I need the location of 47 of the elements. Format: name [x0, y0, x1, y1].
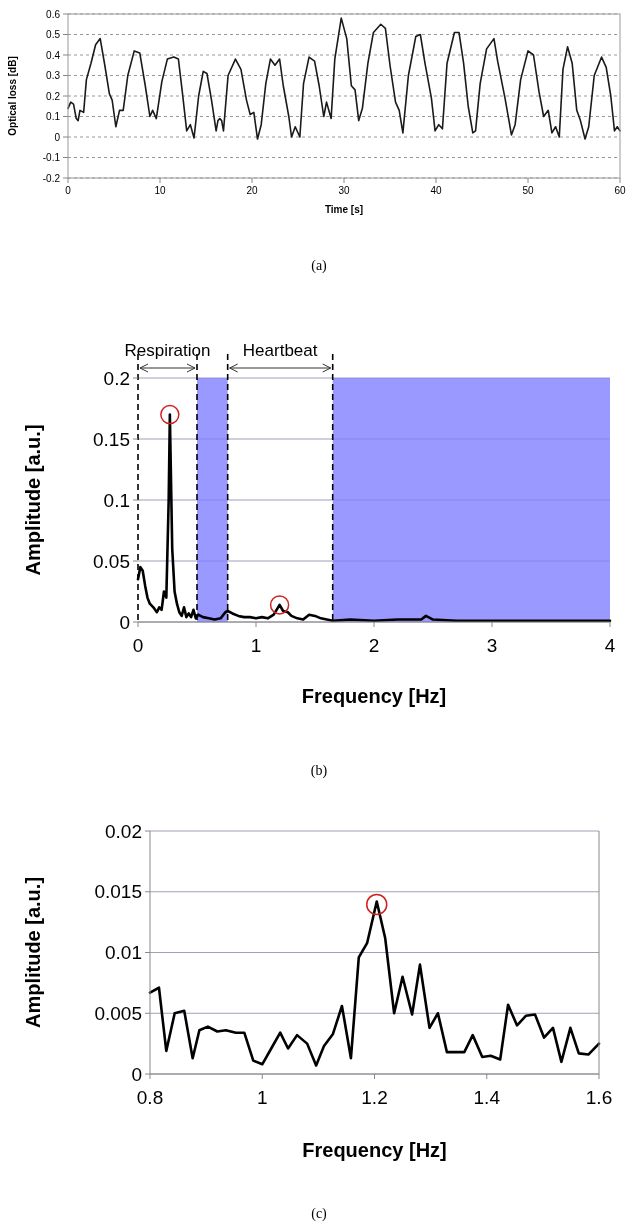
y-tick-label: 0.15 — [93, 428, 130, 450]
x-tick-label: 50 — [522, 185, 534, 196]
x-tick-label: 1.2 — [361, 1087, 388, 1108]
x-tick-label: 10 — [154, 185, 166, 196]
y-tick-label: 0.1 — [46, 111, 61, 122]
y-tick-label: 0 — [131, 1063, 142, 1085]
y-tick-label: 0.4 — [46, 49, 61, 61]
x-tick-label: 3 — [486, 635, 498, 656]
y-tick-label: 0.02 — [105, 820, 142, 842]
y-tick-label: 0.015 — [94, 881, 142, 903]
y-tick-label: 0.2 — [46, 90, 61, 102]
y-tick-label: 0.1 — [103, 489, 130, 511]
x-axis-title: Time [s] — [324, 204, 364, 215]
y-tick-label: -0.1 — [42, 152, 61, 163]
y-tick-label: 0 — [119, 611, 130, 633]
text: Heartbeat — [242, 341, 318, 360]
x-tick-label: 1.4 — [473, 1087, 501, 1108]
y-axis-title: Amplitude [a.u.] — [22, 876, 44, 1029]
x-tick-label: 0.8 — [136, 1087, 164, 1108]
y-tick-label: 0.01 — [105, 942, 142, 964]
y-tick-label: 0.005 — [94, 1002, 142, 1024]
y-tick-label: 0 — [54, 131, 61, 143]
y-tick-label: 0.2 — [103, 367, 130, 389]
x-tick-label: 0 — [65, 185, 72, 196]
x-tick-label: 4 — [604, 635, 616, 656]
y-tick-label: 0.05 — [93, 550, 130, 572]
text: Respiration — [124, 341, 211, 360]
x-axis-title: Frequency [Hz] — [301, 685, 447, 707]
line-series — [67, 17, 621, 140]
text: (a) — [311, 258, 328, 274]
x-tick-label: 1 — [250, 635, 262, 656]
y-axis-title: Optical loss [dB] — [7, 56, 18, 136]
y-tick-label: 0.6 — [46, 8, 61, 20]
x-axis-title: Frequency [Hz] — [302, 1139, 447, 1161]
text: (c) — [311, 1206, 328, 1222]
x-tick-label: 1.6 — [585, 1087, 613, 1108]
x-tick-label: 40 — [430, 185, 442, 196]
y-axis-title: Amplitude [a.u.] — [22, 424, 44, 576]
text: (b) — [310, 763, 328, 779]
x-tick-label: 2 — [368, 635, 380, 656]
y-tick-label: 0.3 — [46, 70, 61, 81]
x-tick-label: 60 — [614, 185, 626, 196]
x-tick-label: 1 — [256, 1087, 268, 1108]
y-tick-label: -0.2 — [42, 172, 61, 184]
y-tick-label: 0.5 — [46, 29, 61, 40]
x-tick-label: 30 — [338, 185, 350, 196]
x-tick-label: 20 — [246, 185, 258, 196]
